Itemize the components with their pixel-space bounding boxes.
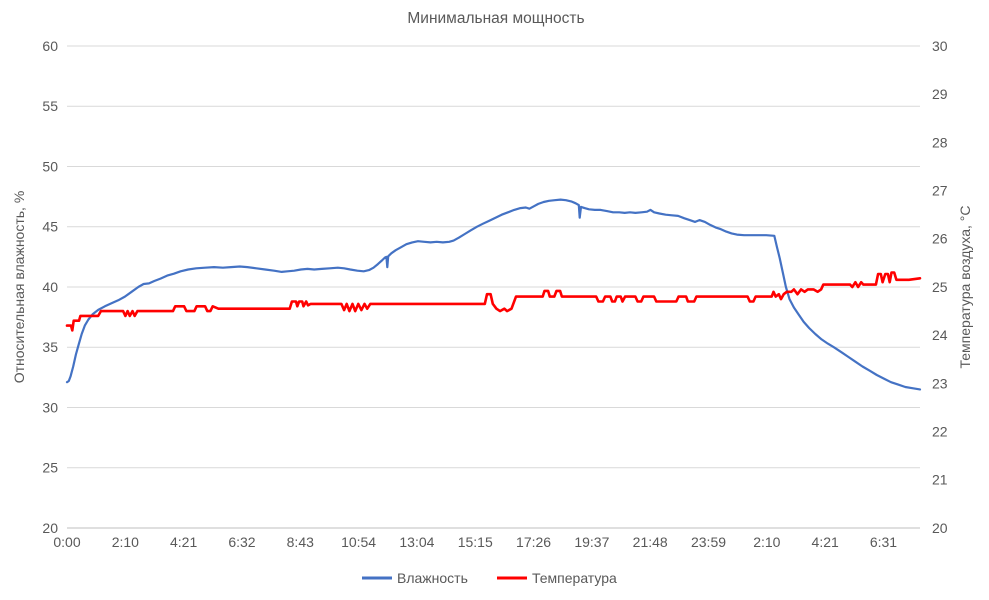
y-left-tick-label: 60 [42,38,58,54]
y-left-tick-label: 40 [42,279,58,295]
y-left-axis-title: Относительная влажность, % [11,191,27,384]
legend-item-temperature[interactable]: Температура [497,570,617,586]
x-tick-label: 4:21 [812,534,839,550]
temperature-legend-label: Температура [532,570,617,586]
y-left-tick-label: 55 [42,98,58,114]
y-right-tick-label: 20 [932,520,948,536]
x-tick-label: 15:15 [458,534,493,550]
x-tick-label: 8:43 [287,534,314,550]
plot-area [65,198,922,391]
gridlines [67,45,920,529]
y-right-tick-label: 30 [932,38,948,54]
y-left-tick-label: 50 [42,158,58,174]
y-right-tick-label: 28 [932,134,948,150]
x-tick-label: 23:59 [691,534,726,550]
y-right-tick-label: 25 [932,279,948,295]
x-tick-label: 4:21 [170,534,197,550]
x-tick-label: 6:31 [870,534,897,550]
y-left-tick-label: 20 [42,520,58,536]
y-right-axis-title: Температура воздуха, °C [957,206,973,369]
x-tick-label: 2:10 [112,534,139,550]
y-right-tick-label: 27 [932,183,948,199]
y-left-tick-label: 30 [42,399,58,415]
x-tick-label: 2:10 [753,534,780,550]
y-left-tick-label: 45 [42,219,58,235]
y-right-tick-label: 26 [932,231,948,247]
x-tick-label: 19:37 [574,534,609,550]
y-left-tick-labels: 20 25 30 35 40 45 50 55 60 [42,38,58,536]
y-right-tick-label: 22 [932,424,948,440]
y-right-tick-label: 24 [932,327,948,343]
x-tick-label: 13:04 [399,534,434,550]
y-right-tick-label: 23 [932,375,948,391]
x-tick-labels: 0:00 2:10 4:21 6:32 8:43 10:54 13:04 15:15 17:26… [53,534,897,550]
y-left-tick-label: 25 [42,460,58,476]
y-right-tick-label: 29 [932,86,948,102]
chart-title: Минимальная мощность [407,10,584,27]
x-tick-label: 6:32 [228,534,255,550]
y-left-tick-label: 35 [42,339,58,355]
humidity-line[interactable] [65,198,922,391]
y-right-tick-label: 21 [932,472,948,488]
y-right-tick-labels: 20 21 22 23 24 25 26 27 28 29 30 [932,38,948,536]
legend: Влажность Температура [362,570,617,586]
legend-item-humidity[interactable]: Влажность [362,570,468,586]
x-tick-label: 0:00 [53,534,80,550]
temperature-line[interactable] [65,271,922,332]
x-tick-label: 17:26 [516,534,551,550]
humidity-legend-label: Влажность [397,570,468,586]
x-tick-label: 21:48 [633,534,668,550]
x-tick-label: 10:54 [341,534,376,550]
